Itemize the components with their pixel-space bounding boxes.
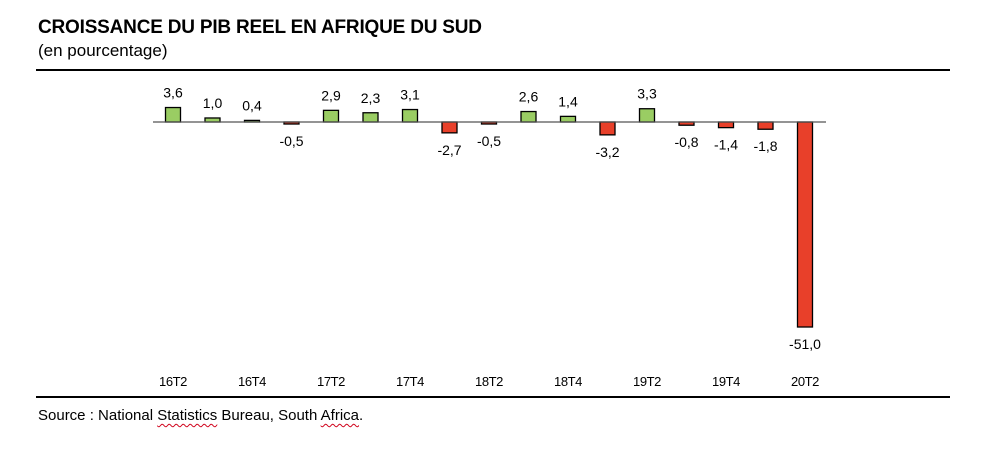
bar-17T3 [362,112,379,123]
value-label-17T4: 3,1 [400,87,420,103]
value-label-17T2: 2,9 [321,87,341,103]
value-label-20T1: -1,8 [753,138,777,154]
value-label-18T3: 2,6 [519,89,539,105]
value-label-19T4: -1,4 [714,137,738,153]
value-label-19T1: -3,2 [595,144,619,160]
source-word-statistics: Statistics [157,407,218,424]
value-label-19T3: -0,8 [674,134,698,150]
value-label-18T1: -2,7 [437,142,461,158]
bar-17T4 [401,108,419,123]
source-prefix: Source : National [38,407,158,424]
value-label-16T3: 1,0 [203,95,223,111]
bottom-rule [36,396,950,398]
value-label-18T4: 1,4 [558,93,578,109]
bar-19T4 [717,121,735,129]
value-label-17T1: -0,5 [279,133,303,149]
source-word-africa: Africa [320,407,360,424]
chart-subtitle: (en pourcentage) [38,41,168,60]
bar-19T2 [638,108,656,123]
value-label-16T2: 3,6 [163,85,183,101]
x-tick-label-16T2: 16T2 [159,374,187,389]
bar-18T4 [559,115,577,123]
bar-18T3 [520,110,537,123]
bar-20T2 [796,121,814,328]
source-middle: Bureau, South [217,407,321,424]
x-tick-label-16T4: 16T4 [238,374,266,389]
value-label-16T4: 0,4 [242,97,262,113]
x-tick-label-19T2: 19T2 [633,374,661,389]
x-tick-label-17T2: 17T2 [317,374,345,389]
x-tick-label-18T2: 18T2 [475,374,503,389]
source-note: Source : National Statistics Bureau, Sou… [38,407,363,424]
bar-20T1 [757,121,774,130]
x-tick-label-19T4: 19T4 [712,374,740,389]
bar-16T2 [164,106,182,123]
x-tick-label-18T4: 18T4 [554,374,582,389]
bar-chart: 3,6 1,0 0,4 -0,5 2,9 2,3 3,1 -2,7 -0,5 2,6 1,4 -3,2… [153,85,826,389]
value-label-19T2: 3,3 [637,86,657,102]
source-suffix: . [359,407,364,424]
bar-17T2 [322,109,340,123]
x-tick-label-20T2: 20T2 [791,374,819,389]
bar-16T3 [204,117,221,123]
chart-title: CROISSANCE DU PIB REEL EN AFRIQUE DU SUD [38,17,482,38]
value-label-20T2: -51,0 [789,336,821,352]
bar-18T1 [441,121,458,134]
x-tick-label-17T4: 17T4 [396,374,424,389]
value-label-18T2: -0,5 [477,133,501,149]
bar-19T1 [599,121,616,136]
value-label-17T3: 2,3 [361,90,381,106]
top-rule [36,69,950,71]
